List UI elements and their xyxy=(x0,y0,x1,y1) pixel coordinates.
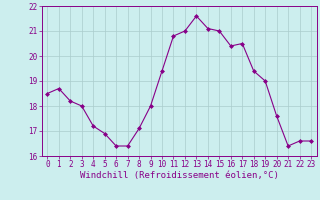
X-axis label: Windchill (Refroidissement éolien,°C): Windchill (Refroidissement éolien,°C) xyxy=(80,171,279,180)
